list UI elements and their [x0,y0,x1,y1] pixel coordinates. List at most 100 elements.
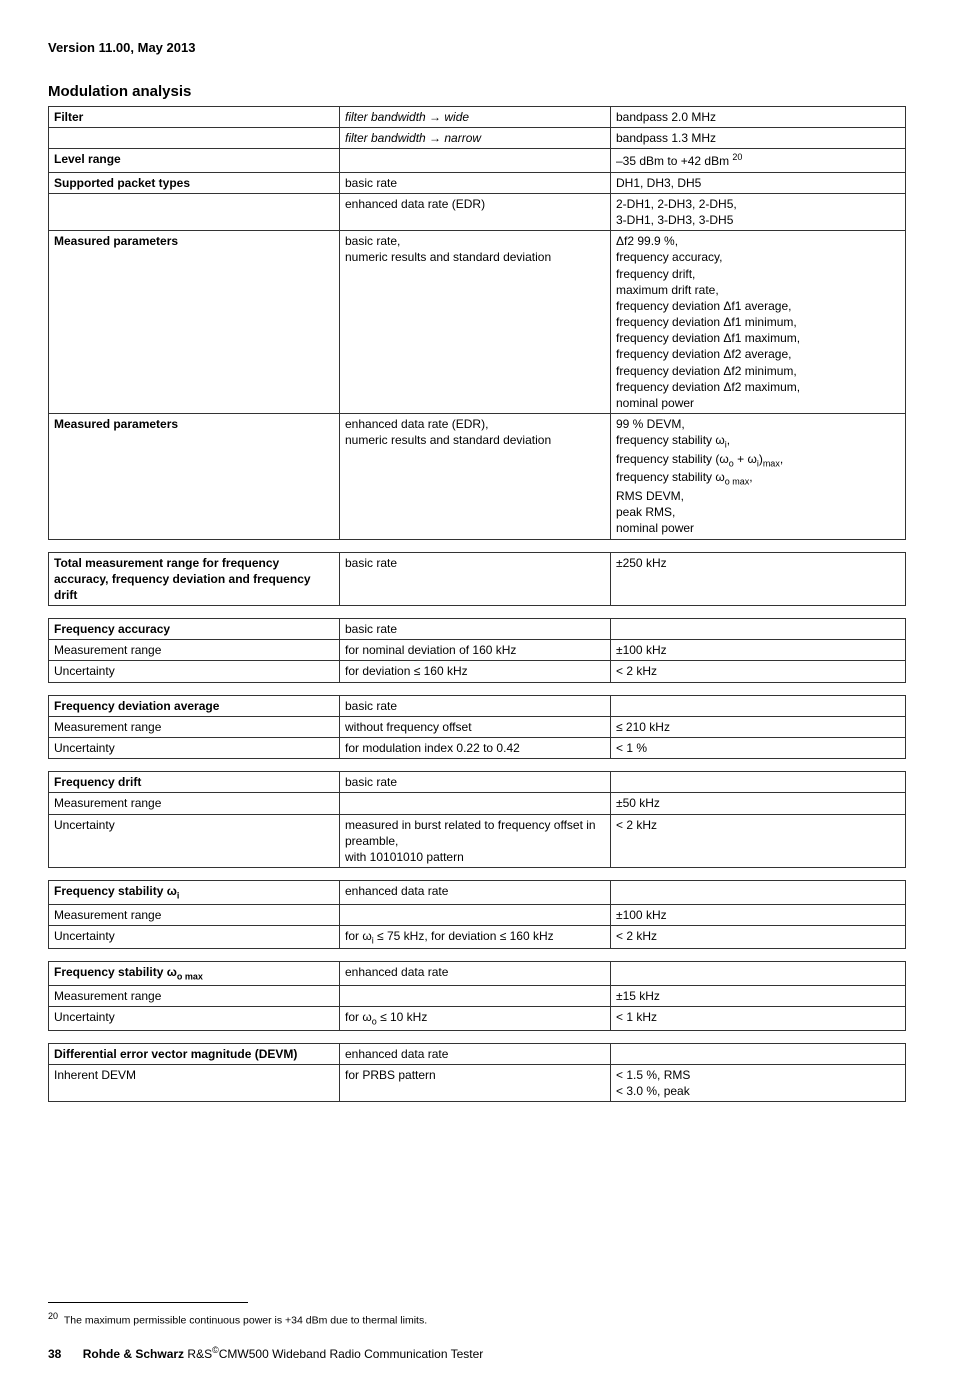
main-table: Filterfilter bandwidth → widebandpass 2.… [48,106,906,540]
table-cell: ±100 kHz [611,640,906,661]
table-cell: bandpass 1.3 MHz [611,128,906,149]
table-cell: basic rate [340,619,611,640]
table-row: Level range –35 dBm to +42 dBm 20 [49,149,906,172]
table-cell: ±250 kHz [611,552,906,606]
footnote: 20 The maximum permissible continuous po… [48,1311,906,1327]
table-cell [49,128,340,149]
table-cell: for ωo ≤ 10 kHz [340,1007,611,1031]
table-cell [49,193,340,230]
table-row: filter bandwidth → narrowbandpass 1.3 MH… [49,128,906,149]
spec-table: Frequency deviation averagebasic rateMea… [48,695,906,760]
section-title: Modulation analysis [48,83,906,100]
page-number: 38 [48,1347,61,1361]
table-cell: –35 dBm to +42 dBm 20 [611,149,906,172]
table-cell: < 1 % [611,738,906,759]
spec-table: Differential error vector magnitude (DEV… [48,1043,906,1103]
table-cell: enhanced data rate [340,881,611,905]
table-cell: ±100 kHz [611,904,906,925]
table-cell: for nominal deviation of 160 kHz [340,640,611,661]
table-row: Uncertaintyfor ωi ≤ 75 kHz, for deviatio… [49,925,906,949]
table-cell: without frequency offset [340,716,611,737]
table-cell [611,695,906,716]
table-cell [340,904,611,925]
table-cell: Measurement range [49,985,340,1006]
table-cell: Measurement range [49,640,340,661]
table-cell: Differential error vector magnitude (DEV… [49,1043,340,1064]
table-cell: ±50 kHz [611,793,906,814]
table-cell [340,793,611,814]
table-row: enhanced data rate (EDR)2-DH1, 2-DH3, 2-… [49,193,906,230]
footnote-number: 20 [48,1311,58,1321]
footer-product: R&S©CMW500 Wideband Radio Communication … [187,1347,483,1361]
table-cell: filter bandwidth → narrow [340,128,611,149]
table-cell: Uncertainty [49,1007,340,1031]
table-cell: basic rate [340,772,611,793]
table-cell [611,772,906,793]
table-row: Frequency driftbasic rate [49,772,906,793]
table-cell: basic rate [340,695,611,716]
table-row: Inherent DEVMfor PRBS pattern< 1.5 %, RM… [49,1064,906,1101]
table-cell: Frequency stability ωi [49,881,340,905]
table-cell: Frequency accuracy [49,619,340,640]
table-row: Measurement range±50 kHz [49,793,906,814]
table-row: Measurement rangewithout frequency offse… [49,716,906,737]
table-cell: measured in burst related to frequency o… [340,814,611,868]
table-cell: Uncertainty [49,814,340,868]
table-cell: Supported packet types [49,172,340,193]
spec-table: Frequency accuracybasic rateMeasurement … [48,618,906,683]
table-row: Measurement range ±100 kHz [49,904,906,925]
table-cell: for modulation index 0.22 to 0.42 [340,738,611,759]
table-row: Frequency stability ωo maxenhanced data … [49,962,906,986]
table-cell: Measurement range [49,716,340,737]
spec-table: Frequency stability ωienhanced data rate… [48,880,906,949]
table-row: Uncertaintyfor ωo ≤ 10 kHz< 1 kHz [49,1007,906,1031]
table-cell: Frequency deviation average [49,695,340,716]
page-footer: 38 Rohde & Schwarz R&S©CMW500 Wideband R… [48,1345,906,1361]
table-row: Differential error vector magnitude (DEV… [49,1043,906,1064]
table-cell [611,962,906,986]
table-row: Frequency deviation averagebasic rate [49,695,906,716]
table-cell [611,619,906,640]
table-cell [340,149,611,172]
version-header: Version 11.00, May 2013 [48,40,906,55]
table-cell: Measured parameters [49,231,340,414]
table-row: Measured parametersbasic rate,numeric re… [49,231,906,414]
table-cell: enhanced data rate (EDR),numeric results… [340,414,611,539]
table-row: Uncertaintyfor deviation ≤ 160 kHz< 2 kH… [49,661,906,682]
spec-table: Total measurement range for frequency ac… [48,552,906,607]
footnote-text: The maximum permissible continuous power… [64,1315,427,1327]
table-cell: Filter [49,107,340,128]
table-cell: for deviation ≤ 160 kHz [340,661,611,682]
footnote-separator [48,1302,248,1303]
table-cell: basic rate [340,172,611,193]
table-cell: ≤ 210 kHz [611,716,906,737]
table-row: Filterfilter bandwidth → widebandpass 2.… [49,107,906,128]
table-row: Uncertaintymeasured in burst related to … [49,814,906,868]
spec-table: Frequency driftbasic rateMeasurement ran… [48,771,906,868]
table-cell: Total measurement range for frequency ac… [49,552,340,606]
table-cell: ±15 kHz [611,985,906,1006]
table-row: Frequency stability ωienhanced data rate [49,881,906,905]
table-cell: Uncertainty [49,661,340,682]
table-cell: Measurement range [49,904,340,925]
table-cell: 2-DH1, 2-DH3, 2-DH5,3-DH1, 3-DH3, 3-DH5 [611,193,906,230]
table-cell: Level range [49,149,340,172]
table-cell [611,1043,906,1064]
table-cell: enhanced data rate [340,1043,611,1064]
table-cell: enhanced data rate [340,962,611,986]
table-cell: filter bandwidth → wide [340,107,611,128]
table-row: Uncertaintyfor modulation index 0.22 to … [49,738,906,759]
table-row: Total measurement range for frequency ac… [49,552,906,606]
table-cell: < 2 kHz [611,925,906,949]
table-cell: Measured parameters [49,414,340,539]
table-cell: Inherent DEVM [49,1064,340,1101]
table-cell: < 1 kHz [611,1007,906,1031]
table-cell: Δf2 99.9 %,frequency accuracy,frequency … [611,231,906,414]
footer-company: Rohde & Schwarz [83,1347,184,1361]
table-cell: 99 % DEVM,frequency stability ωi,frequen… [611,414,906,539]
table-cell: basic rate [340,552,611,606]
table-cell: Uncertainty [49,738,340,759]
table-cell: bandpass 2.0 MHz [611,107,906,128]
table-row: Measurement range ±15 kHz [49,985,906,1006]
table-cell: enhanced data rate (EDR) [340,193,611,230]
